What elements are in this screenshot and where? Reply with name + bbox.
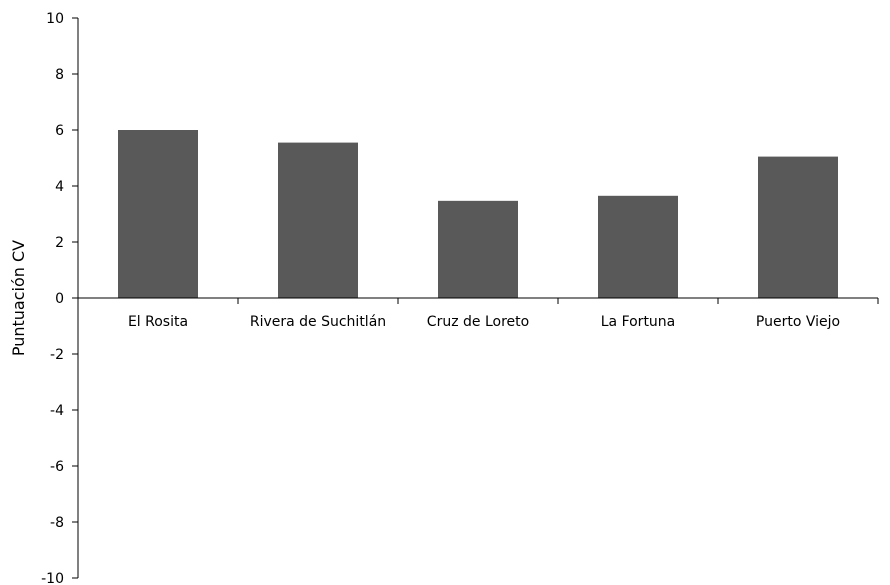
x-axis bbox=[77, 297, 879, 304]
y-tick-label: 6 bbox=[55, 123, 64, 139]
x-category-label: El Rosita bbox=[128, 314, 188, 330]
bar bbox=[598, 195, 678, 298]
x-category-label: Rivera de Suchitlán bbox=[250, 314, 386, 330]
x-category-label: Puerto Viejo bbox=[756, 314, 840, 330]
y-tick-label: 0 bbox=[55, 291, 64, 307]
x-category-label: Cruz de Loreto bbox=[427, 314, 529, 330]
bar bbox=[438, 200, 518, 298]
y-tick-label: -10 bbox=[41, 571, 64, 585]
y-tick-label: -6 bbox=[50, 459, 64, 475]
x-category-label: La Fortuna bbox=[601, 314, 676, 330]
y-tick-label: 2 bbox=[55, 235, 64, 251]
y-tick-label: 8 bbox=[55, 67, 64, 83]
bars bbox=[118, 130, 838, 298]
y-axis: 10 8 6 4 2 0 -2 -4 -6 -8 -10 bbox=[41, 11, 79, 585]
y-tick-label: -4 bbox=[50, 403, 64, 419]
bar bbox=[758, 156, 838, 298]
y-axis-title: Puntuación CV bbox=[9, 240, 28, 356]
bar bbox=[278, 142, 358, 298]
y-tick-label: 4 bbox=[55, 179, 64, 195]
category-labels: El Rosita Rivera de Suchitlán Cruz de Lore… bbox=[128, 314, 840, 330]
y-tick-label: -2 bbox=[50, 347, 64, 363]
y-tick-label: -8 bbox=[50, 515, 64, 531]
y-tick-label: 10 bbox=[46, 11, 64, 27]
bar bbox=[118, 130, 198, 298]
